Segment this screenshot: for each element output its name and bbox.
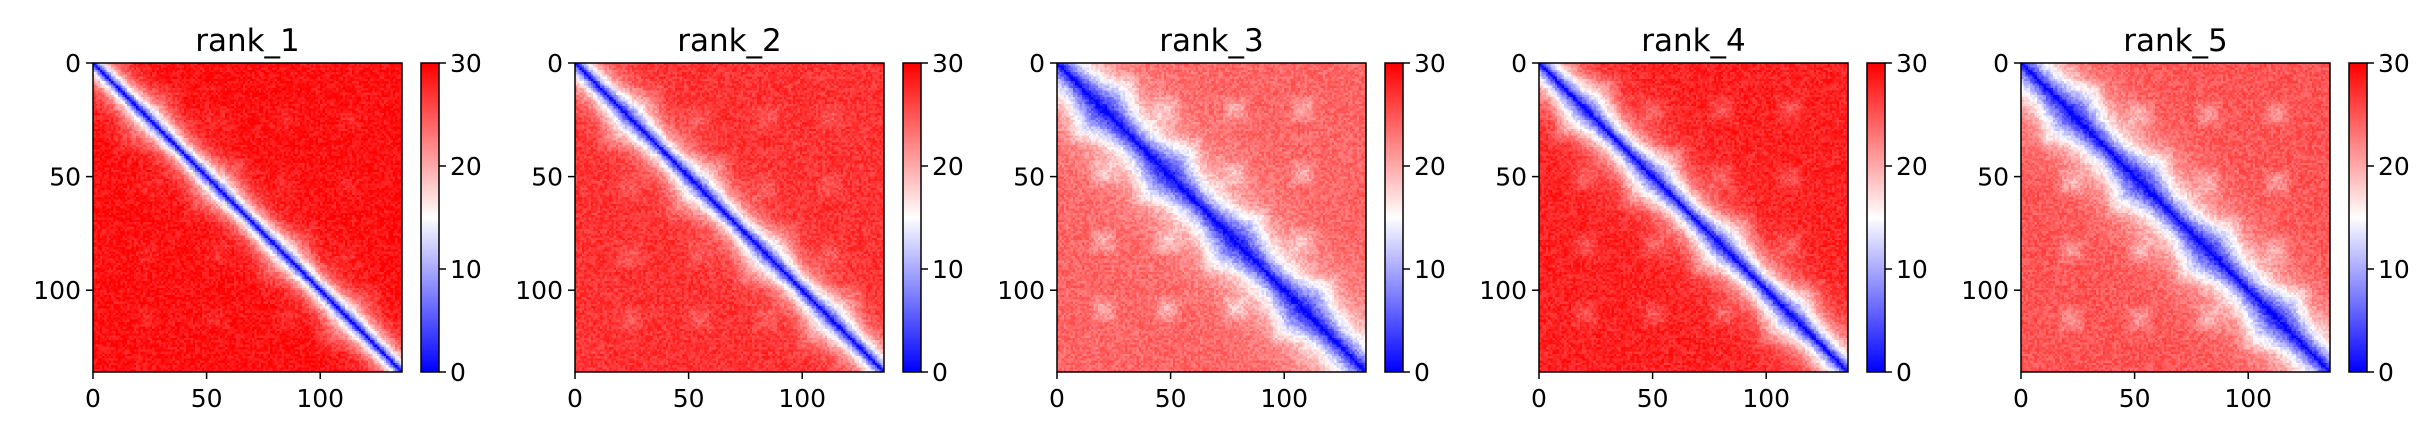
y-tick-label: 0 — [1029, 49, 1045, 78]
x-tick-label: 0 — [85, 384, 101, 413]
colorbar-tick-label: 20 — [932, 152, 964, 181]
colorbar-frame — [1866, 62, 1886, 373]
y-tick-label: 0 — [1511, 49, 1527, 78]
heatmap-image — [1057, 63, 1366, 372]
colorbar-tick-label: 20 — [1414, 152, 1446, 181]
colorbar-gradient — [903, 63, 921, 372]
colorbar-gradient — [2349, 63, 2367, 372]
x-tick-label: 100 — [296, 384, 344, 413]
y-tick-label: 50 — [531, 163, 563, 192]
y-tick-label: 100 — [997, 276, 1045, 305]
y-tick-label: 100 — [1479, 276, 1527, 305]
panel-rank_4: rank_4 0 50 100 0 50 100 0 10 20 30 — [1479, 23, 1928, 413]
colorbar-tick-label: 0 — [2378, 358, 2394, 387]
colorbar-tick-label: 30 — [2378, 49, 2410, 78]
y-tick-label: 100 — [515, 276, 563, 305]
y-tick-label: 100 — [1961, 276, 2009, 305]
heatmap-image — [1539, 63, 1848, 372]
colorbar-tick-label: 0 — [932, 358, 948, 387]
plot-frame — [1056, 62, 1367, 373]
colorbar-tick-label: 20 — [450, 152, 482, 181]
panel-rank_3: rank_3 0 50 100 0 50 100 0 10 20 30 — [997, 23, 1446, 413]
x-tick-label: 100 — [1742, 384, 1790, 413]
heatmap-image — [2021, 63, 2330, 372]
colorbar-tick-label: 0 — [450, 358, 466, 387]
colorbar-tick-label: 30 — [450, 49, 482, 78]
colorbar-frame — [1384, 62, 1404, 373]
colorbar-tick-label: 10 — [450, 255, 482, 284]
y-tick-label: 0 — [1993, 49, 2009, 78]
x-tick-label: 100 — [778, 384, 826, 413]
panel-rank_5: rank_5 0 50 100 0 50 100 0 10 20 30 — [1961, 23, 2410, 413]
colorbar-tick-label: 10 — [932, 255, 964, 284]
heatmap-image — [575, 63, 884, 372]
plot-frame — [92, 62, 403, 373]
colorbar-tick-label: 30 — [1414, 49, 1446, 78]
x-tick-label: 0 — [1049, 384, 1065, 413]
colorbar-gradient — [421, 63, 439, 372]
heatmap-image — [93, 63, 402, 372]
chart-title: rank_4 — [1641, 23, 1746, 59]
plot-frame — [574, 62, 885, 373]
y-tick-label: 100 — [33, 276, 81, 305]
x-tick-label: 50 — [1637, 384, 1669, 413]
y-tick-label: 50 — [1495, 163, 1527, 192]
y-tick-label: 50 — [1977, 163, 2009, 192]
panel-rank_2: rank_2 0 50 100 0 50 100 0 10 20 30 — [515, 23, 964, 413]
x-tick-label: 50 — [673, 384, 705, 413]
colorbar-tick-label: 10 — [2378, 255, 2410, 284]
colorbar-tick-label: 10 — [1414, 255, 1446, 284]
x-tick-label: 100 — [1260, 384, 1308, 413]
chart-title: rank_2 — [677, 23, 782, 59]
colorbar-tick-label: 0 — [1896, 358, 1912, 387]
chart-title: rank_5 — [2123, 23, 2228, 59]
colorbar-frame — [420, 62, 440, 373]
colorbar-tick-label: 30 — [1896, 49, 1928, 78]
x-tick-label: 50 — [191, 384, 223, 413]
x-tick-label: 50 — [2119, 384, 2151, 413]
y-tick-label: 50 — [1013, 163, 1045, 192]
x-tick-label: 0 — [2013, 384, 2029, 413]
chart-title: rank_1 — [195, 23, 300, 59]
panel-rank_1: rank_1 0 50 100 0 50 100 0 10 20 30 — [33, 23, 482, 413]
colorbar-tick-label: 20 — [2378, 152, 2410, 181]
chart-title: rank_3 — [1159, 23, 1264, 59]
colorbar-tick-label: 30 — [932, 49, 964, 78]
x-tick-label: 50 — [1155, 384, 1187, 413]
x-tick-label: 100 — [2224, 384, 2272, 413]
colorbar-tick-label: 20 — [1896, 152, 1928, 181]
y-tick-label: 0 — [547, 49, 563, 78]
y-tick-label: 0 — [65, 49, 81, 78]
colorbar-gradient — [1385, 63, 1403, 372]
y-tick-label: 50 — [49, 163, 81, 192]
colorbar-gradient — [1867, 63, 1885, 372]
plot-frame — [2020, 62, 2331, 373]
x-tick-label: 0 — [567, 384, 583, 413]
plot-frame — [1538, 62, 1849, 373]
colorbar-frame — [2348, 62, 2368, 373]
colorbar-frame — [902, 62, 922, 373]
colorbar-tick-label: 10 — [1896, 255, 1928, 284]
colorbar-tick-label: 0 — [1414, 358, 1430, 387]
x-tick-label: 0 — [1531, 384, 1547, 413]
